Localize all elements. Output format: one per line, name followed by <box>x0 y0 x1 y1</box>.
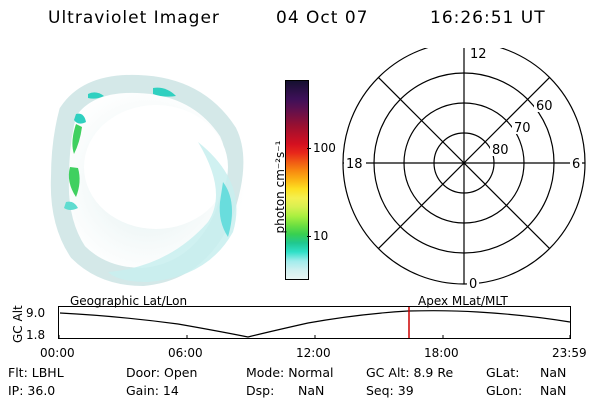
filter-info: Flt: LBHL <box>8 365 64 380</box>
polar-diagonal-2 <box>377 76 551 250</box>
aurora-image <box>50 74 246 287</box>
polar-grid: 12 18 6 0 60 70 80 <box>342 48 586 292</box>
colorbar-tick-mark-10 <box>307 236 311 237</box>
polar-label-18: 18 <box>346 157 363 172</box>
glat-label: GLat: <box>486 365 520 380</box>
gc-alt-info: GC Alt: 8.9 Re <box>366 365 454 380</box>
glon-label: GLon: <box>486 383 523 398</box>
date-label: 04 Oct 07 <box>276 8 369 28</box>
colorbar-gradient <box>286 81 308 279</box>
colorbar-tick-mark-100 <box>307 148 311 149</box>
green-arc-upper <box>72 124 82 154</box>
mode-info: Mode: Normal <box>246 365 334 380</box>
gain-info: Gain: 14 <box>126 383 179 398</box>
x-tick-0600: 06:00 <box>168 346 203 360</box>
polar-label-6: 6 <box>572 157 580 172</box>
cyan-patch-right <box>219 182 232 237</box>
lat-label-60: 60 <box>536 99 553 114</box>
geographic-caption: Geographic Lat/Lon <box>70 294 188 308</box>
cyan-spot-3 <box>74 113 86 124</box>
time-label: 16:26:51 UT <box>430 8 546 28</box>
polar-cap <box>84 105 228 229</box>
altitude-timeline <box>58 306 571 339</box>
colorbar-tick-100: 100 <box>313 141 336 155</box>
y-tick-9: 9.0 <box>26 306 46 320</box>
timeline-frame <box>58 306 571 339</box>
glat-value: NaN <box>540 365 567 380</box>
seq-info: Seq: 39 <box>366 383 414 398</box>
bright-crescent <box>108 142 237 282</box>
apex-caption: Apex MLat/MLT <box>418 294 508 308</box>
imager-title: Ultraviolet Imager <box>48 8 220 28</box>
lat-label-70: 70 <box>514 121 531 136</box>
lat-label-80: 80 <box>492 143 509 158</box>
colorbar <box>285 80 309 280</box>
ip-info: IP: 36.0 <box>8 383 56 398</box>
x-tick-1800: 18:00 <box>424 346 459 360</box>
altitude-curve <box>59 310 571 338</box>
x-tick-1200: 12:00 <box>296 346 331 360</box>
cyan-spot-1 <box>88 92 104 99</box>
x-tick-2359: 23:59 <box>552 346 587 360</box>
colorbar-unit-label: photon cm⁻²s⁻¹ <box>273 140 287 234</box>
dsp-label: Dsp: <box>246 383 275 398</box>
door-info: Door: Open <box>126 365 198 380</box>
green-arc-lower <box>68 167 80 197</box>
cyan-spot-2 <box>153 87 176 97</box>
y-tick-1-8: 1.8 <box>26 328 46 342</box>
dsp-value: NaN <box>298 383 325 398</box>
gc-alt-axis-title: GC Alt <box>11 305 25 343</box>
colorbar-tick-10: 10 <box>313 229 329 243</box>
polar-label-12: 12 <box>470 48 487 62</box>
x-tick-0000: 00:00 <box>40 346 75 360</box>
cyan-spot-4 <box>64 201 78 210</box>
glon-value: NaN <box>540 383 567 398</box>
polar-label-0: 0 <box>469 277 477 292</box>
